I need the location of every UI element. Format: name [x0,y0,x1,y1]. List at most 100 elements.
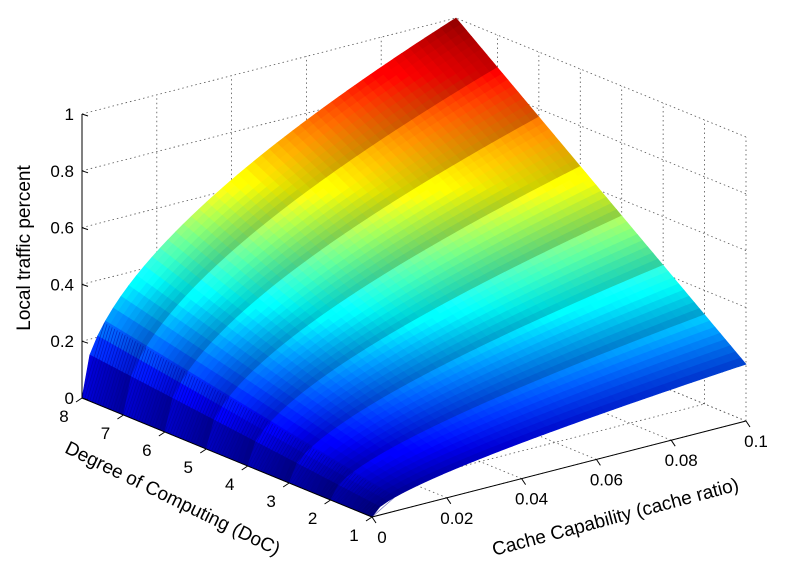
surface-mesh-line [203,395,227,449]
z-tick-label: 0.8 [50,162,74,181]
surface-mesh-line [195,391,219,445]
y-tick-label: 1 [349,526,358,545]
surface-mesh-line [265,433,289,474]
y-tick-mark [75,397,83,403]
surface-mesh-line [143,359,167,424]
y-axis-line [81,397,373,518]
surface-mesh-line [306,458,330,491]
surface-mesh-line [226,409,250,458]
x-tick-mark [521,478,527,485]
surface-mesh-line [216,403,240,454]
z-tick-label: 0.2 [50,332,74,351]
surface-mesh-line [237,416,261,462]
surface-mesh-line [332,473,356,502]
surface-mesh-line [99,333,123,406]
axes [75,113,751,524]
surface-mesh-line [270,436,294,476]
surface-mesh-line [283,444,307,482]
surface-mesh-line [275,439,299,478]
surface-mesh-line [327,470,351,500]
surface-mesh-line [182,383,206,440]
surface-mesh-line [234,414,258,461]
y-tick-label: 6 [142,441,151,460]
y-tick-label: 8 [59,407,68,426]
surface-mesh-line [190,388,214,443]
surface-mesh-line [177,380,201,438]
x-tick-mark [745,420,751,428]
surface-mesh-line [104,336,129,408]
surface-mesh-line [345,481,369,507]
surface-mesh-line [286,445,310,483]
surface-mesh-line [322,467,346,498]
surface-mesh-line [249,423,274,468]
surface-mesh-line [107,338,131,409]
surface-mesh-line [296,451,320,487]
z-tick-mark [81,397,89,401]
surface-mesh-line [301,455,325,489]
surface-mesh-line [338,476,362,504]
surface-mesh-line [125,349,149,417]
z-tick-label: 0.4 [50,275,74,294]
surface-mesh-line [154,366,178,428]
x-tick-mark [446,497,452,505]
y-tick-label: 2 [308,509,317,528]
z-tick-label: 0 [65,389,74,408]
z-tick-mark [81,283,89,287]
surface-mesh-line [281,442,305,480]
z-tick-label: 0.6 [50,219,74,238]
surface-mesh-line [200,394,224,448]
surface-mesh-line [187,386,211,442]
surface-mesh-line [97,331,121,405]
surface-mesh-line [180,381,204,439]
z-tick-mark [81,227,89,231]
surface-mesh-line [273,437,297,477]
y-tick-mark [365,516,373,522]
surface-mesh-line [356,487,380,511]
y-tick-mark [200,448,207,454]
x-tick-label: 0.1 [744,432,768,451]
surface-mesh-line [239,417,263,463]
y-tick-mark [282,482,290,488]
surface-mesh-line [81,322,105,399]
surface-mesh-line [211,400,235,452]
surface-mesh-line [247,422,271,467]
z-tick-mark [81,170,89,174]
gridline [81,74,457,172]
surface-mesh-line [366,493,390,516]
y-tick-label: 7 [101,424,110,443]
surface-mesh-line [213,402,237,453]
surface-mesh-line [363,492,387,515]
surface-mesh-line [257,428,281,471]
surface-mesh-line [141,358,165,423]
surface-mesh-line [312,461,336,493]
x-tick-mark [670,439,676,447]
surface-mesh-line [319,465,343,496]
surface-mesh-line [252,425,276,469]
surface-mesh-line [299,453,323,488]
surface-mesh-line [317,464,341,495]
surface-mesh-line [174,378,198,437]
y-tick-mark [241,465,248,471]
surface-mesh-line [164,372,188,433]
surface-mesh-line [224,408,248,457]
surface-mesh-line [351,484,374,509]
x-tick-label: 0 [377,528,386,547]
y-tick-mark [324,499,331,505]
surface-mesh-line [92,328,116,403]
surface-mesh-line [146,361,170,425]
gridline [81,17,457,115]
surface-mesh-line [335,475,359,503]
surface-mesh-line [84,324,108,400]
x-tick-label: 0.04 [515,490,548,509]
y-tick-label: 5 [184,458,193,477]
surface-mesh-line [294,450,318,486]
surface-mesh-line [314,462,338,494]
surface-mesh-line [304,456,328,490]
surface-mesh-line [231,412,255,460]
surface-mesh-line [325,469,349,499]
tick-labels: 00.020.040.060.080.11234567800.20.40.60.… [50,105,767,547]
surface-mesh-line [136,355,160,421]
surface-mesh-line [185,384,209,441]
